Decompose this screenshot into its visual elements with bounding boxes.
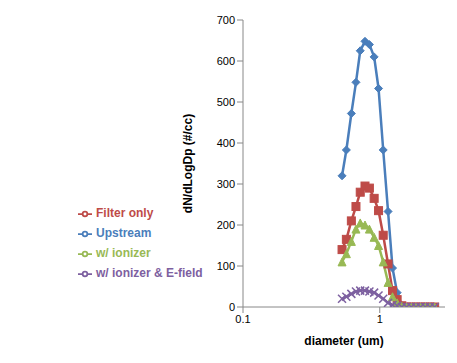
html-text:Upstream: Upstream (96, 226, 152, 240)
svg-text:400: 400 (217, 137, 235, 149)
html-text:w/ ionizer & E-field: w/ ionizer & E-field (96, 266, 203, 280)
html-text:Filter only: Filter only (96, 206, 154, 220)
svg-text:dN/dLogDp (#/cc): dN/dLogDp (#/cc) (181, 114, 195, 213)
svg-text:0: 0 (229, 301, 235, 313)
svg-text:500: 500 (217, 96, 235, 108)
svg-text:0.1: 0.1 (235, 313, 250, 325)
svg-text:diameter (um): diameter (um) (304, 334, 383, 348)
svg-text:200: 200 (217, 219, 235, 231)
svg-text:300: 300 (217, 178, 235, 190)
svg-text:1: 1 (377, 313, 383, 325)
svg-text:100: 100 (217, 260, 235, 272)
svg-text:600: 600 (217, 55, 235, 67)
html-text:w/ ionizer: w/ ionizer (96, 246, 151, 260)
svg-text:700: 700 (217, 14, 235, 26)
